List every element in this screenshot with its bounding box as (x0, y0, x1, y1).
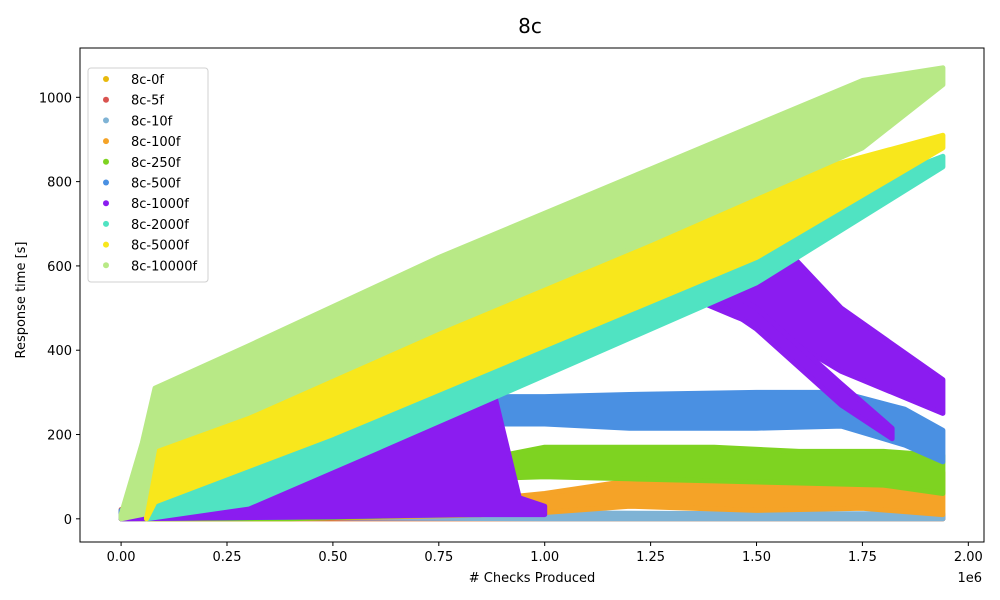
plot-area (118, 65, 946, 522)
legend-marker (103, 96, 109, 103)
x-tick-label: 0.25 (213, 550, 242, 565)
legend-marker (103, 179, 109, 186)
x-tick-label: 1.00 (530, 550, 559, 565)
legend-label: 8c-1000f (131, 197, 189, 212)
legend-marker (103, 262, 109, 269)
legend-label: 8c-0f (131, 73, 164, 88)
legend-marker (103, 117, 109, 124)
legend-label: 8c-500f (131, 177, 181, 192)
legend-marker (103, 200, 109, 207)
legend-label: 8c-10000f (131, 259, 197, 274)
legend-marker (103, 220, 109, 227)
y-axis-label: Response time [s] (14, 242, 29, 359)
y-axis: 0 200 400 600 800 1000 (39, 91, 80, 528)
chart-title: 8c (518, 14, 542, 38)
legend-label: 8c-2000f (131, 218, 189, 233)
legend: 8c-0f 8c-5f 8c-10f 8c-100f 8c-250f 8c-500f 8c-… (87, 67, 209, 283)
x-tick-label: 1.75 (848, 550, 877, 565)
x-tick-label: 2.00 (954, 550, 983, 565)
legend-label: 8c-10f (131, 114, 173, 129)
legend-label: 8c-250f (131, 156, 181, 171)
x-axis: 0.00 0.25 0.50 0.75 1.00 1.25 1.50 1.75 2.00 (107, 542, 983, 565)
y-tick-label: 200 (47, 429, 72, 444)
legend-marker (103, 138, 109, 145)
x-tick-label: 0.50 (318, 550, 347, 565)
series-8c-10000f (118, 65, 946, 522)
y-tick-label: 1000 (39, 91, 72, 106)
y-tick-label: 400 (47, 344, 72, 359)
x-tick-label: 0.00 (107, 550, 136, 565)
y-tick-label: 800 (47, 176, 72, 191)
x-tick-label: 1.25 (636, 550, 665, 565)
legend-box (87, 67, 209, 283)
legend-label: 8c-5f (131, 94, 164, 109)
y-tick-label: 0 (64, 513, 72, 528)
legend-marker (103, 241, 109, 248)
legend-marker (103, 158, 109, 165)
x-axis-offset-label: 1e6 (957, 571, 982, 586)
series-band (118, 65, 946, 522)
x-tick-label: 1.50 (742, 550, 771, 565)
y-tick-label: 600 (47, 260, 72, 275)
x-axis-label: # Checks Produced (469, 571, 595, 586)
x-tick-label: 0.75 (424, 550, 453, 565)
legend-label: 8c-5000f (131, 239, 189, 254)
plot-frame (79, 47, 985, 543)
legend-label: 8c-100f (131, 135, 181, 150)
legend-marker (103, 76, 109, 82)
